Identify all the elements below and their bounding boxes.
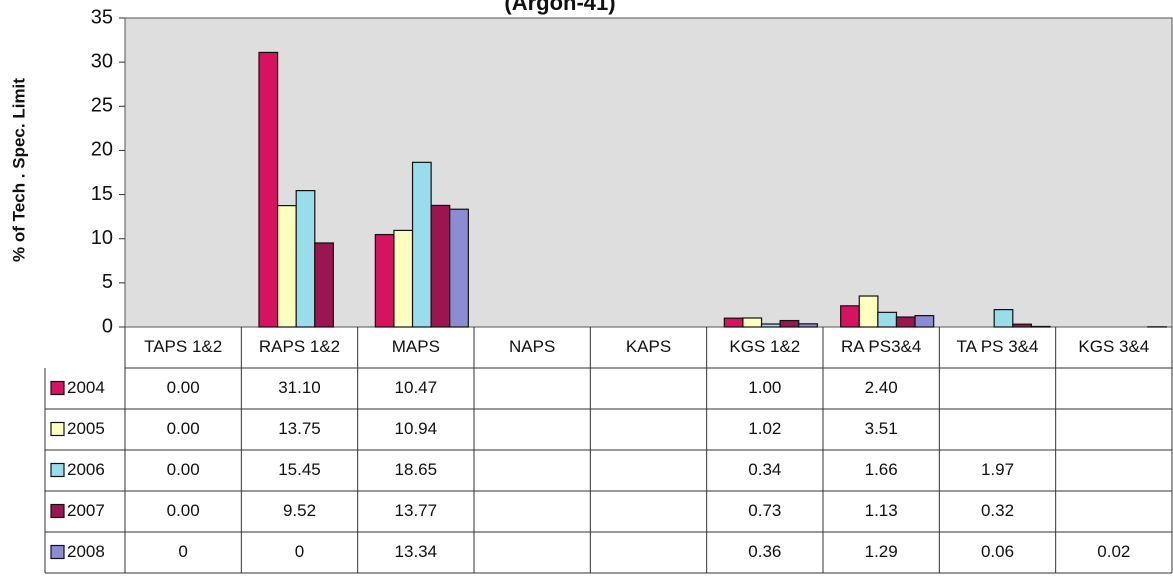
table-cell: 1.00 [748,378,781,397]
bar [394,230,413,327]
table-cell: 0.06 [981,542,1014,561]
table-cell: 0 [178,542,187,561]
x-tick-label: TA PS 3&4 [957,337,1039,356]
table-cell: 9.52 [283,501,316,520]
x-tick-label: TAPS 1&2 [144,337,222,356]
legend-label: 2005 [67,419,105,438]
table-cell: 10.94 [395,419,438,438]
bar [743,318,762,327]
table-cell: 0.00 [167,460,200,479]
bar [799,324,818,327]
bar [859,296,878,327]
table-cell: 18.65 [395,460,438,479]
bar [375,235,394,327]
table-cell: 0.32 [981,501,1014,520]
bar [1013,324,1032,327]
legend-label: 2008 [67,542,105,561]
y-tick-label: 30 [91,50,113,72]
legend-label: 2007 [67,501,105,520]
x-tick-label: RAPS 1&2 [259,337,340,356]
table-cell: 1.13 [865,501,898,520]
table-cell: 3.51 [865,419,898,438]
legend-swatch [51,546,64,559]
table-cell: 31.10 [278,378,321,397]
bar [896,317,915,327]
bar [450,209,469,327]
bar [762,324,781,327]
x-tick-label: MAPS [392,337,440,356]
bar [413,162,432,327]
table-cell: 1.02 [748,419,781,438]
bar [878,312,897,327]
bar [1031,326,1050,327]
legend-swatch [51,382,64,395]
legend-label: 2006 [67,460,105,479]
y-tick-label: 10 [91,227,113,249]
table-cell: 1.97 [981,460,1014,479]
table-cell: 2.40 [865,378,898,397]
bar [259,52,278,327]
table-cell: 0.02 [1097,542,1130,561]
x-tick-label: KGS 1&2 [729,337,800,356]
legend-swatch [51,464,64,477]
table-cell: 1.66 [865,460,898,479]
table-cell: 13.77 [395,501,438,520]
legend-label: 2004 [67,378,105,397]
bar [278,206,297,327]
chart-title: (Argon-41) [504,0,615,15]
y-axis-title: % of Tech . Spec. Limit [9,78,28,262]
table-cell: 13.34 [395,542,438,561]
table-cell: 0 [295,542,304,561]
table-cell: 15.45 [278,460,321,479]
y-tick-label: 20 [91,139,113,161]
bar [315,243,334,327]
x-tick-label: NAPS [509,337,555,356]
bar [724,318,743,327]
y-tick-label: 25 [91,95,113,117]
bar [296,191,315,327]
x-tick-label: KGS 3&4 [1078,337,1149,356]
x-tick-label: KAPS [626,337,671,356]
y-tick-label: 15 [91,183,113,205]
table-cell: 0.00 [167,501,200,520]
y-tick-label: 35 [91,6,113,28]
table-cell: 10.47 [395,378,438,397]
y-tick-label: 5 [102,271,113,293]
bar [994,310,1013,327]
bar [841,306,860,327]
y-tick-label: 0 [102,315,113,337]
table-cell: 0.00 [167,419,200,438]
table-cell: 0.34 [748,460,781,479]
x-tick-label: RA PS3&4 [841,337,921,356]
table-cell: 13.75 [278,419,321,438]
bar [915,316,934,327]
legend-swatch [51,505,64,518]
legend-swatch [51,423,64,436]
table-cell: 0.73 [748,501,781,520]
table-cell: 0.00 [167,378,200,397]
table-cell: 1.29 [865,542,898,561]
table-cell: 0.36 [748,542,781,561]
bar [431,205,450,327]
bar [780,321,799,327]
